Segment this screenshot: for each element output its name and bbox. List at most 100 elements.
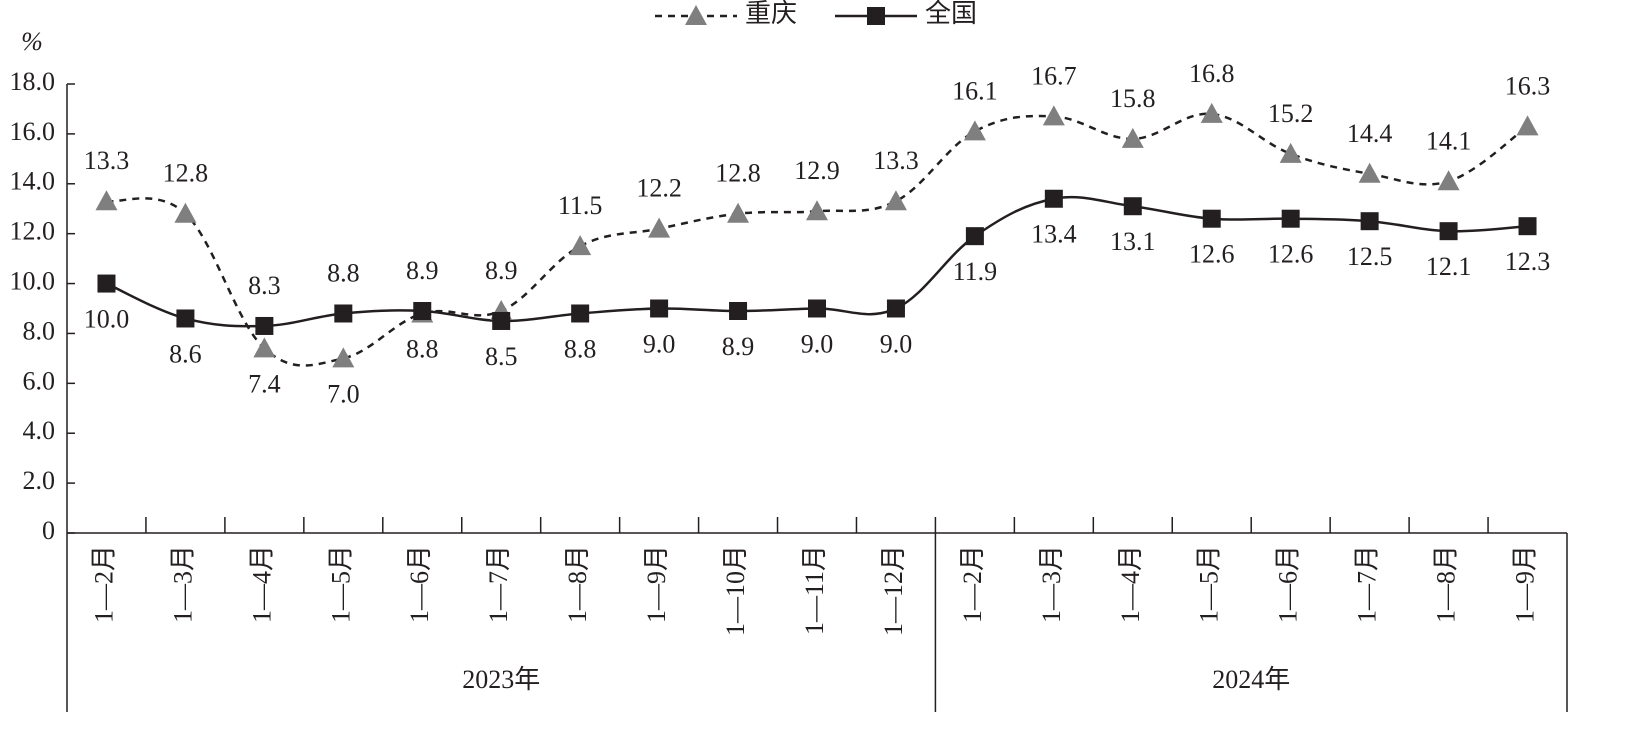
value-label: 16.8 [1189,59,1235,88]
value-label: 8.6 [169,339,202,368]
marker [492,311,511,330]
value-label: 15.2 [1268,99,1314,128]
group-label: 2023年 [462,665,540,694]
marker [1360,212,1379,231]
value-label: 12.1 [1426,252,1472,281]
marker [1123,197,1142,216]
marker [1516,115,1539,136]
marker [727,202,750,223]
value-label: 13.4 [1031,220,1077,249]
marker [1121,127,1144,148]
marker [729,301,748,320]
x-tick-label: 1—12月 [879,545,908,636]
x-tick-label: 1—4月 [1116,545,1145,623]
x-tick-label: 1—11月 [800,545,829,635]
value-label: 13.3 [84,146,130,175]
x-tick-label: 1—6月 [405,545,434,623]
marker [571,304,590,323]
marker [1042,105,1065,126]
value-label: 14.1 [1426,126,1472,155]
marker [174,202,197,223]
marker [332,347,355,368]
value-label: 7.4 [248,369,281,398]
value-label: 11.9 [953,257,998,286]
value-label: 12.6 [1189,240,1235,269]
legend-label: 重庆 [745,0,797,28]
value-label: 8.8 [406,334,439,363]
group-label: 2024年 [1212,665,1290,694]
value-label: 13.3 [873,146,919,175]
value-label: 11.5 [558,191,603,220]
value-label: 10.0 [84,305,130,334]
marker [886,299,905,318]
x-tick-label: 1—10月 [721,545,750,636]
x-tick-label: 1—6月 [1274,545,1303,623]
value-label: 16.7 [1031,61,1077,90]
y-tick-label: 16.0 [10,117,56,146]
value-label: 8.8 [564,334,597,363]
marker [685,5,707,25]
marker [1518,217,1537,236]
value-label: 9.0 [643,329,676,358]
value-label: 12.5 [1347,242,1393,271]
value-label: 8.9 [485,256,518,285]
marker [413,301,432,320]
legend-label: 全国 [925,0,977,28]
x-tick-label: 1—9月 [642,545,671,623]
x-tick-label: 1—9月 [1510,545,1539,623]
marker [884,190,907,211]
marker [1358,162,1381,183]
marker [1279,142,1302,163]
x-tick-label: 1—2月 [958,545,987,623]
value-label: 8.8 [327,258,360,287]
value-label: 8.5 [485,342,518,371]
x-tick-label: 1—2月 [89,545,118,623]
y-tick-label: 18.0 [10,67,56,96]
y-tick-label: 12.0 [10,217,56,246]
y-tick-label: 6.0 [23,366,56,395]
x-tick-label: 1—4月 [247,545,276,623]
value-label: 13.1 [1110,227,1156,256]
x-tick-label: 1—7月 [1353,545,1382,623]
series-line [106,112,1529,367]
value-label: 7.0 [327,379,360,408]
marker [650,299,669,318]
marker [255,316,274,335]
value-label: 12.6 [1268,240,1314,269]
marker [97,274,116,293]
marker [176,309,195,328]
marker [1200,102,1223,123]
x-tick-label: 1—7月 [484,545,513,623]
value-label: 8.9 [406,256,439,285]
marker [1439,222,1458,241]
x-tick-label: 1—8月 [563,545,592,623]
x-tick-label: 1—3月 [1037,545,1066,623]
value-label: 16.3 [1505,71,1551,100]
marker [334,304,353,323]
marker [1202,209,1221,228]
x-tick-label: 1—8月 [1432,545,1461,623]
marker [569,235,592,256]
marker [965,227,984,246]
y-unit: % [21,27,43,56]
value-label: 9.0 [801,329,834,358]
y-tick-label: 10.0 [10,267,56,296]
value-label: 14.4 [1347,119,1393,148]
value-label: 12.3 [1505,247,1551,276]
x-tick-label: 1—5月 [326,545,355,623]
value-label: 9.0 [880,329,913,358]
marker [648,217,671,238]
marker [808,299,826,318]
value-label: 12.2 [636,174,682,203]
value-label: 8.3 [248,271,281,300]
marker [806,200,828,221]
marker [1437,170,1460,191]
value-label: 8.9 [722,332,755,361]
y-tick-label: 14.0 [10,167,56,196]
value-label: 12.9 [794,156,840,185]
marker [253,337,276,358]
marker [963,120,986,141]
marker [1044,189,1063,208]
y-tick-label: 8.0 [23,316,56,345]
